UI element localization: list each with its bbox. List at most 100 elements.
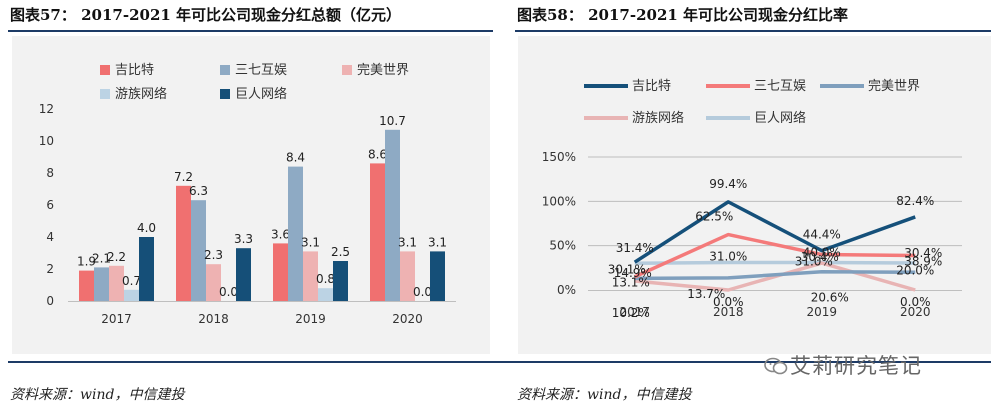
bottom-rule (8, 361, 991, 363)
legend-swatch-3 (100, 89, 110, 99)
bar-完美世界-2020 (400, 251, 415, 301)
bar-value-label: 0.0 (413, 285, 432, 299)
bar-value-label: 3.3 (234, 232, 253, 246)
bar-value-label: 7.2 (174, 170, 193, 184)
bar-巨人网络-2017 (139, 237, 154, 301)
right-source: 资料来源：wind，中信建投 (517, 387, 692, 403)
legend-swatch-0 (100, 65, 110, 75)
line-value-label: 0.0% (900, 295, 931, 309)
y-tick-label: 0% (557, 283, 576, 297)
bar-吉比特-2017 (79, 270, 94, 301)
bar-value-label: 10.7 (379, 114, 406, 128)
legend-label-2: 完美世界 (357, 63, 409, 78)
x-tick-label: 2019 (295, 312, 326, 326)
bar-三七互娱-2019 (288, 166, 303, 301)
bar-value-label: 2.1 (92, 251, 111, 265)
bar-value-label: 3.1 (301, 235, 320, 249)
line-三七互娱 (634, 232, 916, 279)
line-value-label: 31.4% (616, 241, 654, 255)
bar-value-label: 0.0 (219, 285, 238, 299)
line-value-label: 20.6% (811, 291, 849, 305)
line-value-label: 30.4% (904, 246, 942, 260)
bar-巨人网络-2019 (333, 261, 348, 301)
line-value-label: 31.0% (709, 250, 747, 264)
right-chart-title: 图表58： 2017-2021 年可比公司现金分红比率 (517, 6, 849, 24)
watermark-text: 艾莉研究笔记 (790, 354, 922, 378)
y-tick-label: 6 (46, 198, 54, 212)
bar-value-label: 4.0 (137, 221, 156, 235)
y-tick-label: 4 (46, 230, 54, 244)
line-value-label: 82.4% (896, 194, 934, 208)
bar-吉比特-2019 (273, 243, 288, 301)
bar-游族网络-2017 (124, 289, 139, 301)
bar-value-label: 3.6 (271, 227, 290, 241)
y-tick-label: 50% (549, 239, 576, 253)
legend-label-0: 吉比特 (115, 63, 154, 78)
line-value-label: 62.5% (695, 210, 733, 224)
line-value-label: 38.9% (904, 255, 942, 269)
x-tick-label: 2017 (101, 312, 132, 326)
bar-三七互娱-2020 (385, 129, 400, 301)
wechat-icon (764, 357, 788, 375)
bar-chart-panel: 吉比特 三七互娱 完美世界 游族网络 巨人网络 0 2 4 6 8 10 12 2017 1.9 2.1 2.… (12, 36, 490, 354)
bar-value-label: 8.4 (286, 151, 305, 165)
line-value-label: 44.4% (803, 228, 841, 242)
bar-完美世界-2017 (109, 265, 124, 301)
legend-label-1: 三七互娱 (235, 63, 287, 78)
bar-value-label: 3.1 (398, 235, 417, 249)
x-tick-label: 2020 (392, 312, 423, 326)
bar-value-label: 2.5 (331, 245, 350, 259)
left-source: 资料来源：wind，中信建投 (10, 387, 185, 403)
x-tick-label: 2017 (619, 305, 650, 319)
bar-吉比特-2018 (176, 185, 191, 301)
legend-swatch-1 (220, 65, 230, 75)
bar-完美世界-2018 (206, 264, 221, 301)
bar-巨人网络-2020 (430, 251, 445, 301)
legend-label-2: 完美世界 (868, 79, 920, 94)
y-tick-label: 150% (542, 150, 576, 164)
line-巨人网络 (634, 260, 916, 266)
y-tick-label: 12 (39, 102, 54, 116)
line-value-label: 14.9% (614, 266, 652, 280)
right-title-rule (515, 30, 991, 32)
legend-label-3: 游族网络 (632, 110, 684, 126)
legend-label-1: 三七互娱 (754, 79, 806, 94)
line-吉比特 (633, 200, 916, 264)
line-value-label: 10.2% (612, 306, 650, 320)
bar-value-label: 0.8 (316, 272, 335, 286)
bar-value-label: 2.2 (107, 250, 126, 264)
y-tick-label: 100% (542, 194, 576, 208)
bar-value-label: 0.7 (122, 274, 141, 288)
line-完美世界 (634, 269, 916, 281)
line-value-label: 13.1% (612, 275, 650, 289)
line-value-label: 20.0% (896, 263, 934, 277)
bar-巨人网络-2018 (236, 248, 251, 301)
bar-value-label: 1.9 (77, 255, 96, 269)
y-tick-label: 10 (39, 134, 54, 148)
bar-value-label: 8.6 (368, 147, 387, 161)
line-value-label: 40.0% (803, 246, 841, 260)
line-value-label: 99.4% (709, 177, 747, 191)
line-value-label: 0.0% (713, 295, 744, 309)
bar-三七互娱-2017 (94, 267, 109, 301)
bar-value-label: 6.3 (189, 184, 208, 198)
line-value-label: 31.0% (795, 255, 833, 269)
bar-value-label: 2.3 (204, 248, 223, 262)
y-tick-label: 8 (46, 166, 54, 180)
legend-swatch-2 (342, 65, 352, 75)
bar-游族网络-2019 (318, 288, 333, 301)
x-tick-label: 2018 (713, 305, 744, 319)
line-value-label: 30.1% (608, 262, 646, 276)
legend-label-0: 吉比特 (632, 79, 671, 94)
bar-吉比特-2020 (370, 163, 385, 301)
line-value-label: 13.7% (687, 287, 725, 301)
left-chart-title: 图表57： 2017-2021 年可比公司现金分红总额（亿元） (10, 6, 402, 24)
bar-三七互娱-2018 (191, 200, 206, 301)
legend-label-4: 巨人网络 (235, 86, 287, 102)
x-tick-label: 2020 (900, 305, 931, 319)
x-tick-label: 2019 (806, 305, 837, 319)
legend-label-4: 巨人网络 (754, 110, 806, 126)
y-tick-label: 2 (46, 262, 54, 276)
